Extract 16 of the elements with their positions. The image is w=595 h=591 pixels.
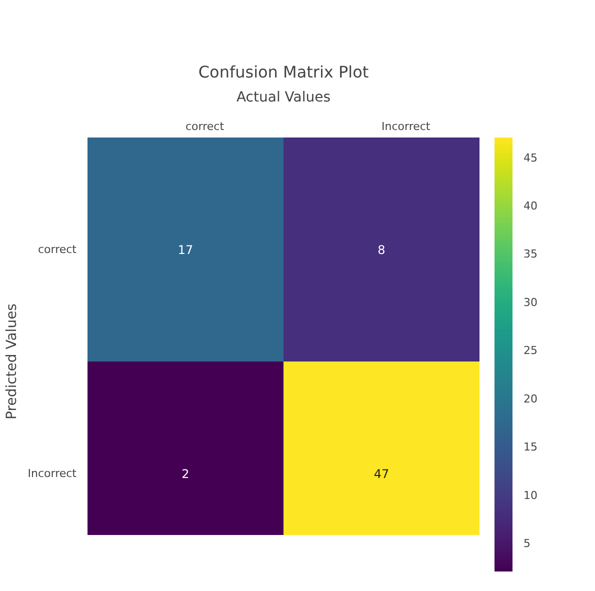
x-axis-title: Actual Values bbox=[236, 90, 331, 106]
color-bar-label: 40 bbox=[524, 200, 538, 213]
color-bar-label: 45 bbox=[524, 151, 538, 164]
data-label: 2 bbox=[182, 467, 190, 481]
color-bar-label: 15 bbox=[524, 440, 538, 454]
data-label: 8 bbox=[378, 243, 386, 257]
color-bar-label: 20 bbox=[524, 392, 538, 406]
data-label: 47 bbox=[374, 467, 390, 481]
y-axis-title: Predicted Values bbox=[4, 304, 20, 420]
color-bar-label: 5 bbox=[524, 537, 530, 550]
color-bar-label: 25 bbox=[524, 344, 538, 358]
chart-title: Confusion Matrix Plot bbox=[198, 62, 369, 82]
data-label: 17 bbox=[178, 243, 194, 257]
color-bar-label: 35 bbox=[524, 248, 538, 261]
color-bar-label: 10 bbox=[524, 488, 538, 502]
color-bar-label: 30 bbox=[524, 296, 538, 309]
